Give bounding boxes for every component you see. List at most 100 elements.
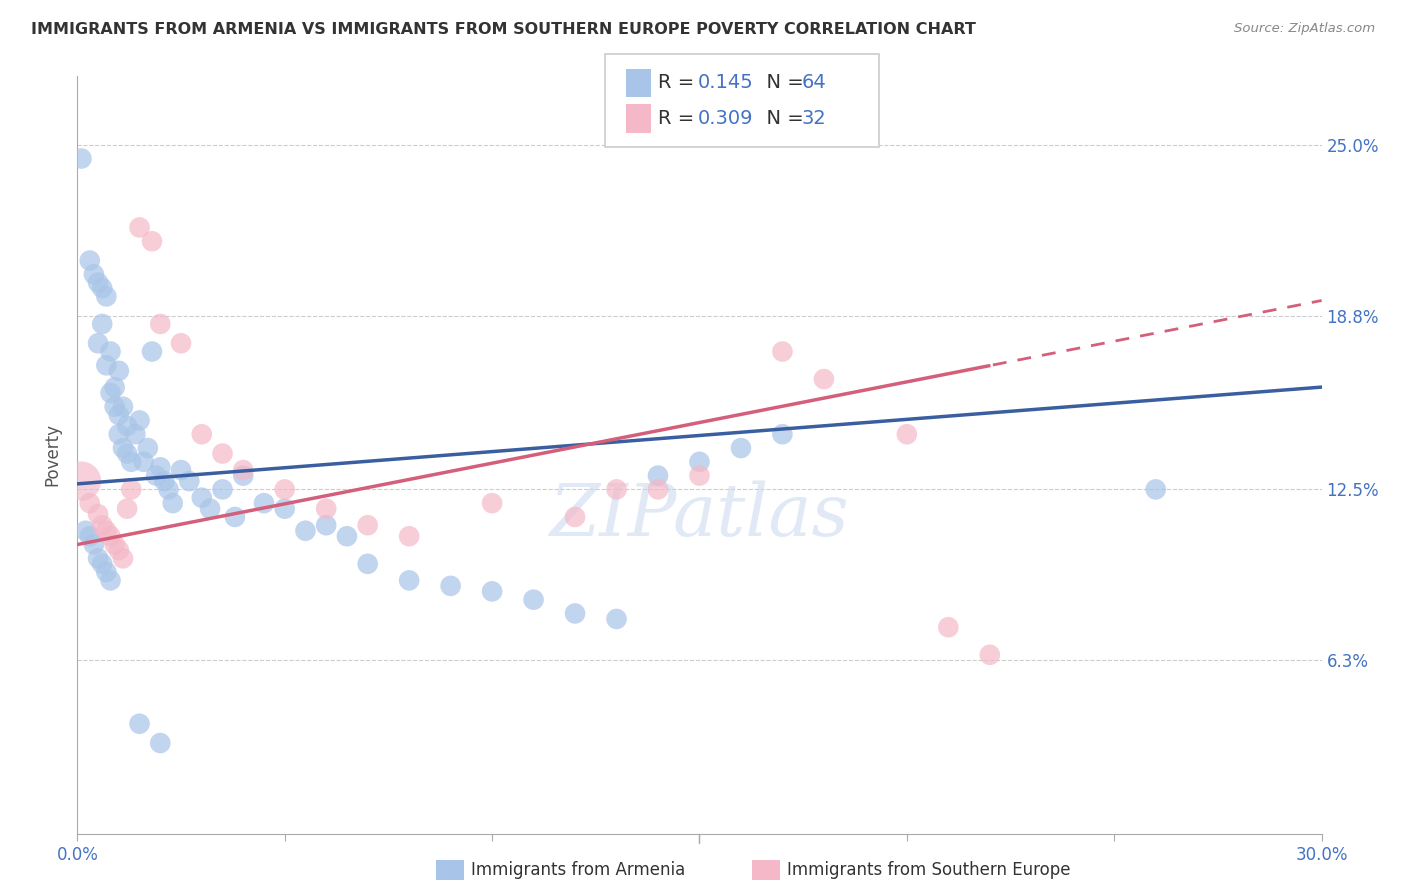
Point [83, 268, 105, 282]
Point [120, 455, 142, 469]
Text: 0.145: 0.145 [697, 73, 754, 93]
Point [107, 408, 129, 422]
Point [198, 501, 221, 516]
Point [128, 413, 150, 427]
Point [91, 518, 114, 533]
Point [606, 612, 628, 626]
Point [79, 253, 101, 268]
Point [120, 483, 142, 497]
Point [979, 648, 1001, 662]
Point [107, 543, 129, 558]
Point [87, 276, 110, 290]
Point [79, 529, 101, 543]
Point [606, 483, 628, 497]
Point [336, 529, 359, 543]
Point [170, 463, 193, 477]
Point [100, 574, 122, 588]
Point [70, 474, 93, 488]
Point [357, 518, 380, 533]
Point [124, 427, 146, 442]
Point [96, 289, 118, 303]
Y-axis label: Poverty: Poverty [44, 424, 62, 486]
Point [111, 441, 134, 455]
Text: ZIPatlas: ZIPatlas [550, 480, 849, 551]
Point [107, 364, 129, 378]
Point [211, 483, 233, 497]
Point [128, 220, 150, 235]
Point [211, 446, 233, 460]
Point [87, 336, 110, 351]
Point [398, 574, 420, 588]
Point [96, 359, 118, 373]
Point [91, 557, 114, 571]
Point [70, 152, 93, 166]
Point [896, 427, 918, 442]
Point [1144, 483, 1167, 497]
Point [87, 507, 110, 521]
Point [153, 474, 176, 488]
Point [689, 455, 711, 469]
Point [115, 419, 138, 434]
Point [111, 400, 134, 414]
Point [149, 317, 172, 331]
Point [772, 427, 794, 442]
Text: 64: 64 [801, 73, 827, 93]
Text: 0.309: 0.309 [697, 109, 752, 128]
Point [115, 446, 138, 460]
Point [190, 427, 214, 442]
Point [79, 496, 101, 510]
Point [647, 468, 669, 483]
Point [111, 551, 134, 566]
Point [157, 483, 180, 497]
Text: N =: N = [754, 109, 810, 128]
Text: Source: ZipAtlas.com: Source: ZipAtlas.com [1234, 22, 1375, 36]
Point [149, 736, 172, 750]
Point [190, 491, 214, 505]
Point [136, 441, 159, 455]
Point [100, 529, 122, 543]
Point [315, 518, 337, 533]
Point [273, 483, 295, 497]
Point [75, 524, 97, 538]
Point [564, 607, 586, 621]
Point [83, 537, 105, 551]
Point [481, 496, 503, 510]
Point [730, 441, 752, 455]
Point [141, 234, 163, 248]
Point [141, 344, 163, 359]
Point [481, 584, 503, 599]
Point [232, 463, 254, 477]
Point [128, 716, 150, 731]
Point [91, 281, 114, 295]
Text: IMMIGRANTS FROM ARMENIA VS IMMIGRANTS FROM SOUTHERN EUROPE POVERTY CORRELATION C: IMMIGRANTS FROM ARMENIA VS IMMIGRANTS FR… [31, 22, 976, 37]
Point [523, 592, 546, 607]
Point [87, 551, 110, 566]
Point [104, 537, 127, 551]
Point [132, 455, 155, 469]
Point [100, 385, 122, 400]
Point [91, 317, 114, 331]
Text: N =: N = [754, 73, 810, 93]
Point [936, 620, 959, 634]
Point [439, 579, 461, 593]
Point [564, 510, 586, 524]
Point [162, 496, 184, 510]
Point [96, 524, 118, 538]
Point [179, 474, 201, 488]
Point [115, 501, 138, 516]
Point [357, 557, 380, 571]
Point [273, 501, 295, 516]
Point [104, 400, 127, 414]
Point [145, 468, 167, 483]
Point [253, 496, 276, 510]
Text: R =: R = [658, 73, 700, 93]
Text: 32: 32 [801, 109, 827, 128]
Point [96, 565, 118, 579]
Point [398, 529, 420, 543]
Text: Immigrants from Southern Europe: Immigrants from Southern Europe [787, 861, 1071, 879]
Point [104, 380, 127, 394]
Point [315, 501, 337, 516]
Text: Immigrants from Armenia: Immigrants from Armenia [471, 861, 685, 879]
Point [772, 344, 794, 359]
Point [294, 524, 316, 538]
